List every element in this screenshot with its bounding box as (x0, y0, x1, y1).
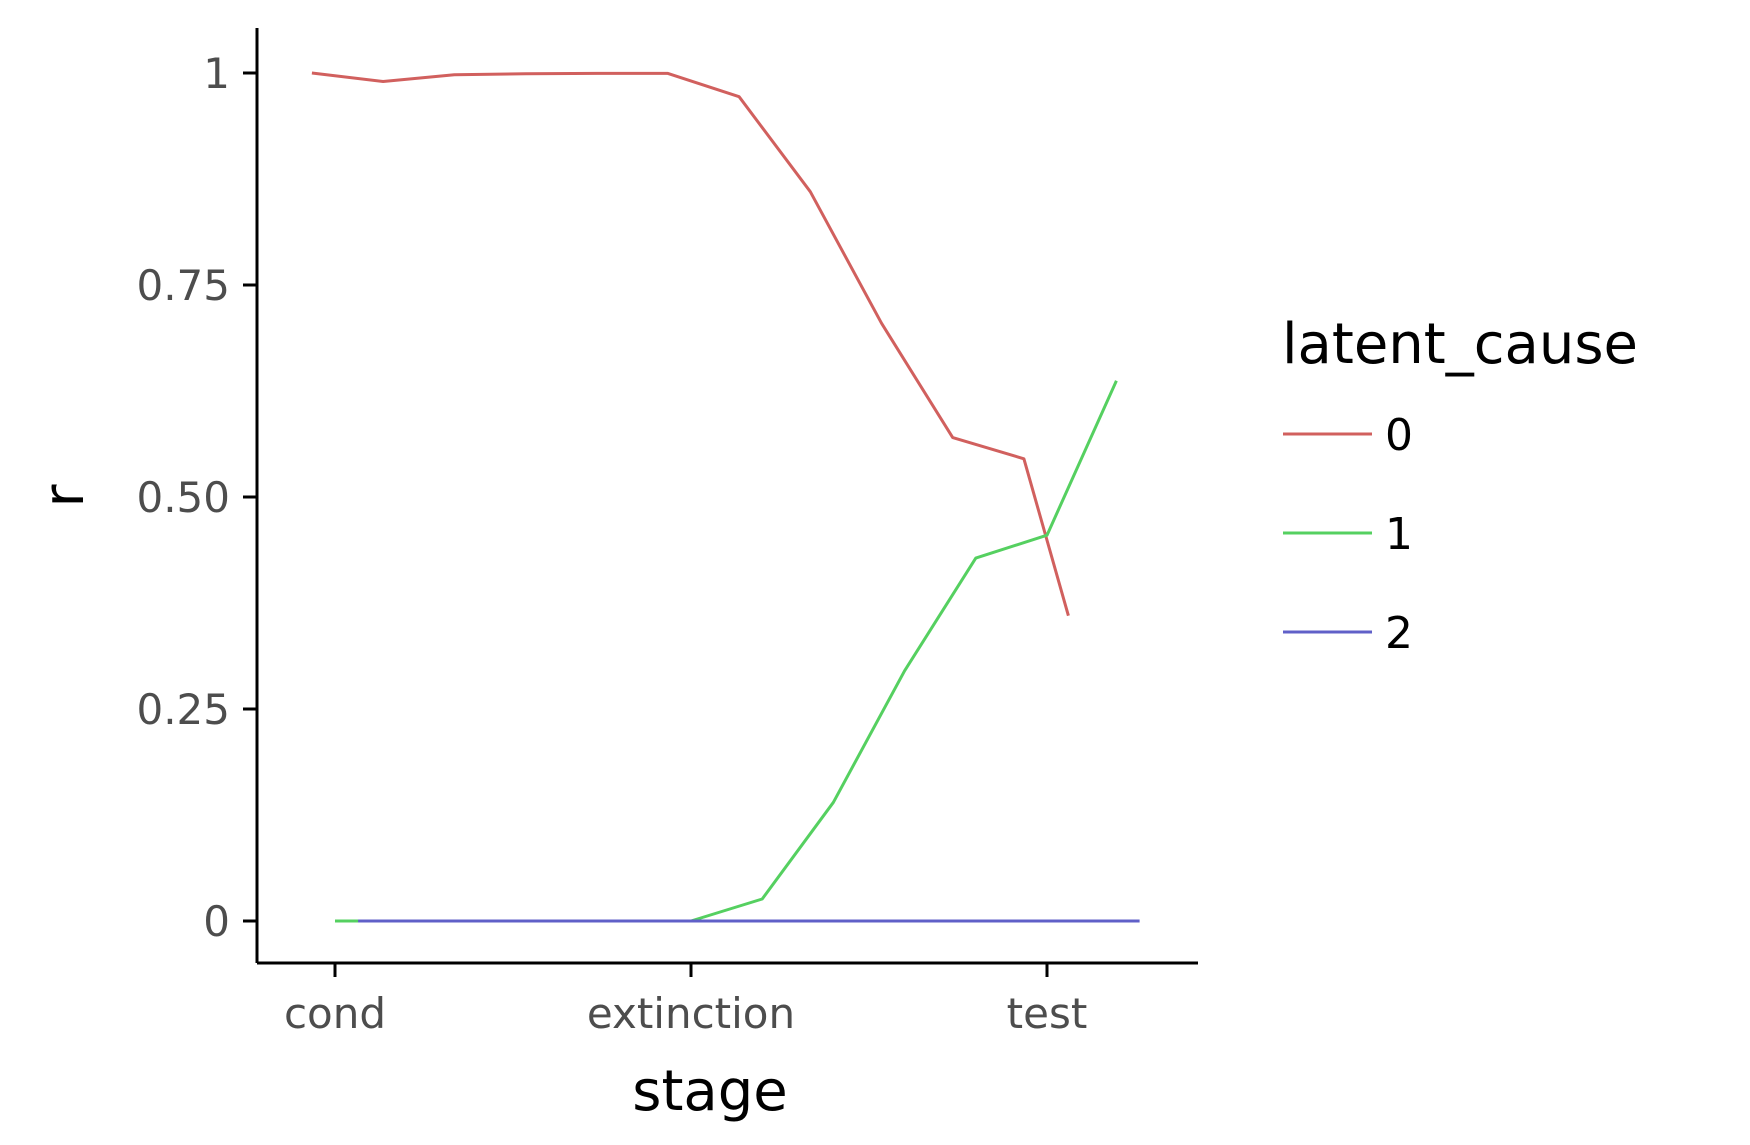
y-ticks: 0 0.25 0.50 0.75 1 (136, 49, 257, 946)
y-tick-label: 0 (203, 897, 230, 946)
legend-label-0: 0 (1385, 410, 1413, 461)
y-tick-label: 0.75 (136, 261, 230, 310)
series-line-1 (335, 380, 1118, 923)
x-ticks: cond extinction test (284, 963, 1087, 1038)
y-tick-label: 1 (203, 49, 230, 98)
y-axis-title: r (32, 484, 97, 508)
series-line-0 (311, 71, 1070, 617)
x-tick-label: test (1007, 989, 1088, 1038)
x-tick-label: cond (284, 989, 386, 1038)
legend-title: latent_cause (1282, 312, 1638, 377)
legend: latent_cause 0 1 2 (1282, 312, 1638, 659)
legend-label-2: 2 (1385, 608, 1413, 659)
y-tick-label: 0.25 (136, 685, 230, 734)
y-tick-label: 0.50 (136, 473, 230, 522)
x-axis-title: stage (632, 1059, 787, 1124)
axes-layer (255, 28, 1198, 965)
x-tick-label: extinction (587, 989, 795, 1038)
legend-label-1: 1 (1385, 509, 1413, 560)
series-layer (311, 71, 1140, 923)
